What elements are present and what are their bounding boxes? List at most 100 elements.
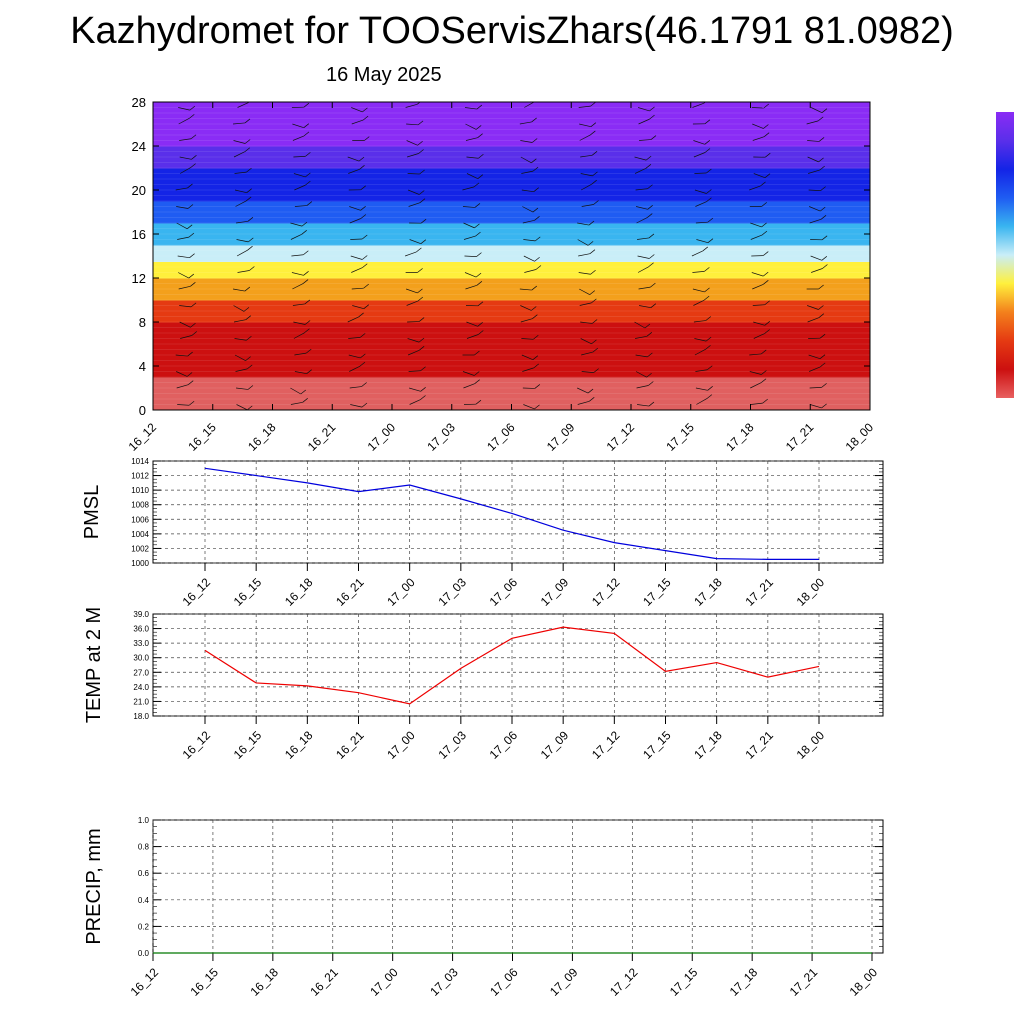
wind-barb-flag (359, 333, 366, 338)
wind-barb (635, 354, 648, 358)
x-tick-label: 17_18 (691, 575, 725, 609)
wind-barb-flag (591, 298, 597, 304)
wind-barb-flag (304, 320, 311, 325)
y-tick-label: 30.0 (133, 654, 149, 663)
wind-barb (233, 305, 245, 312)
y-tick-label: 16 (132, 227, 146, 242)
wind-barb-flag (363, 283, 369, 289)
wind-barb (635, 206, 648, 210)
x-tick-label: 17_09 (547, 965, 581, 999)
wind-barb (463, 235, 476, 240)
wind-barb-flag (818, 116, 824, 122)
wind-barb (347, 156, 360, 162)
wind-barb (578, 272, 591, 275)
wind-barb (811, 268, 823, 273)
wind-barb (351, 119, 364, 125)
wind-barb-flag (534, 404, 540, 410)
wind-barb-flag (245, 356, 251, 361)
wind-barb (639, 139, 652, 141)
wind-barb-flag (589, 290, 596, 295)
wind-barb (578, 253, 591, 257)
wind-barb (466, 156, 479, 159)
wind-barb (236, 239, 249, 243)
wind-barb-flag (243, 307, 250, 312)
wind-barb (292, 303, 305, 306)
wind-barb-flag (418, 337, 425, 343)
wind-barb (235, 220, 248, 224)
x-tick-label: 17_06 (484, 420, 518, 454)
wind-barb-flag (534, 216, 540, 221)
wind-barb (694, 172, 707, 174)
wind-barb-flag (647, 352, 653, 358)
x-tick-label: 17_15 (640, 728, 674, 762)
wind-barb-flag (477, 133, 483, 138)
wind-barb-flag (478, 330, 484, 335)
x-tick-label: 17_06 (487, 965, 521, 999)
wind-barb (351, 267, 363, 273)
wind-barb-flag (821, 235, 828, 241)
wind-barb-flag (764, 300, 770, 306)
wind-barb-flag (593, 368, 599, 373)
wind-barb-flag (532, 355, 539, 360)
y-tick-label: 0 (139, 403, 146, 418)
wind-barb-flag (246, 336, 252, 341)
y-axis-label: PMSL (81, 485, 103, 539)
wind-barb-flag (707, 238, 714, 243)
wind-barb-flag (245, 315, 252, 320)
wind-barb (290, 234, 302, 240)
wind-barb-flag (592, 347, 599, 353)
wind-barb-flag (474, 203, 481, 208)
wind-barb-flag (818, 305, 824, 310)
wind-barb (693, 320, 706, 323)
wind-barb (691, 250, 703, 257)
wind-barb (405, 251, 417, 257)
x-tick-label: 17_03 (435, 728, 469, 762)
wind-barb-flag (300, 389, 307, 395)
wind-barb (290, 401, 303, 405)
y-tick-label: 33.0 (133, 639, 149, 648)
y-tick-label: 1000 (131, 559, 149, 568)
wind-barb (407, 189, 420, 195)
wind-barb (177, 236, 190, 240)
wind-barb-flag (648, 401, 655, 407)
wind-barb-flag (535, 236, 541, 242)
wind-barb-flag (304, 328, 310, 334)
wind-barb (807, 140, 820, 142)
wind-barb-flag (191, 331, 198, 336)
wind-barb (176, 222, 188, 230)
wind-barb-flag (301, 230, 307, 235)
wind-barb-flag (474, 379, 480, 384)
wind-barb (752, 136, 765, 141)
wind-barb-flag (588, 220, 595, 226)
y-tick-label: 0.0 (138, 949, 150, 958)
wind-barb-flag (358, 156, 365, 162)
wind-barb-flag (417, 120, 424, 126)
x-tick-label: 17_00 (384, 575, 418, 609)
wind-barb (695, 369, 708, 372)
x-tick-label: 16_15 (231, 728, 265, 762)
wind-barb (522, 219, 535, 224)
y-tick-label: 0.2 (138, 922, 150, 931)
wind-barb (179, 305, 192, 308)
y-tick-label: 27.0 (133, 668, 149, 677)
wind-barb-flag (360, 353, 366, 359)
wind-barb (810, 404, 822, 409)
wind-barb (407, 173, 420, 175)
wind-barb-flag (761, 349, 767, 355)
x-tick-label: 17_18 (727, 965, 761, 999)
wind-barb-flag (702, 246, 709, 252)
x-tick-label: 17_03 (435, 575, 469, 609)
x-tick-label: 17_21 (783, 420, 817, 454)
y-tick-label: 1008 (131, 501, 149, 510)
wind-barb (349, 386, 362, 389)
wind-barb-flag (302, 279, 309, 284)
wind-barb (292, 283, 304, 290)
y-axis-label: PRECIP, mm (83, 828, 105, 944)
wind-barb-flag (302, 398, 308, 403)
wind-barb-flag (475, 399, 482, 405)
wind-barb-flag (648, 233, 655, 239)
wind-barb (176, 384, 189, 389)
wind-barb-flag (648, 262, 654, 268)
heatmap-panel: 0 4 8 12 16 20 24 28 16_12 16_15 16_18 16_21 17_00 17… (126, 95, 877, 454)
wind-barb (634, 321, 646, 329)
